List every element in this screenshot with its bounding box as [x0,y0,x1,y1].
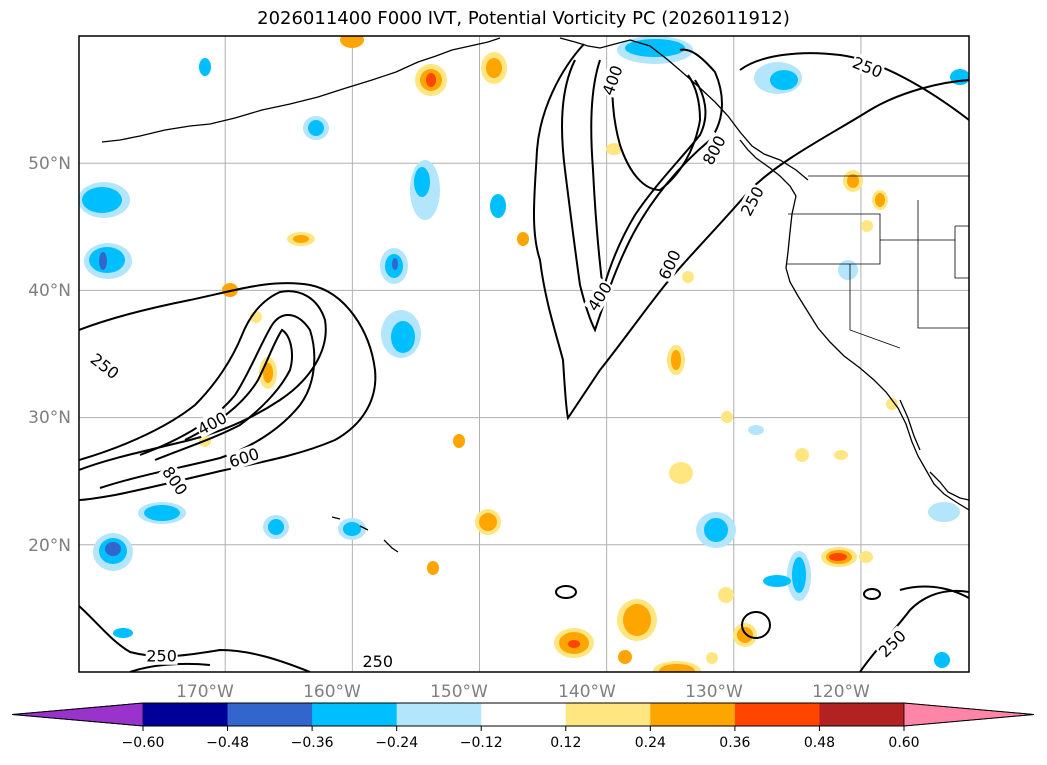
lon-axis-labels: 170°W 160°W 150°W 140°W 130°W 120°W [176,682,870,702]
ivt-contour-600-nepacific [590,59,707,291]
ivt-contour-400-central [79,290,327,471]
colorbar-tick-label: −0.24 [375,735,418,751]
ivt-contour-250-central [79,282,377,501]
ivt-contour-600-central [99,314,316,489]
colorbar-segment [396,703,482,726]
ivt-contour-250-arc [739,52,969,121]
lon-label-130w: 130°W [685,682,743,702]
ivt-contour-250-southeast [859,589,969,672]
colorbar-tick-label: −0.48 [206,735,249,751]
contour-label-bg [874,625,910,661]
contour-label-bg [361,651,394,670]
contour-label-bg [849,52,886,82]
ivt-contour-400-sw [129,662,211,672]
colorbar-extend-max [903,702,1035,727]
contour-label: 250 [146,647,177,666]
ivt-contour-800-central [154,328,293,461]
colorbar-segment [312,703,398,726]
colorbar-segment [143,703,229,726]
gridlines [79,36,969,672]
colorbar: −0.60 −0.48 −0.36 −0.24 −0.12 0.12 0.24 0.36 0.4… [11,702,1035,751]
colorbar-tick-label: −0.36 [291,735,334,751]
contour-label-bg [736,182,768,220]
contour-label-bg [145,646,178,665]
colorbar-extend-min [11,702,144,727]
contour-label-bg [158,462,192,499]
colorbar-tick-label: 0.48 [804,735,835,751]
colorbar-tick-label: 0.24 [635,735,666,751]
mexico-coast [929,471,969,501]
lon-label-150w: 150°W [430,682,488,702]
bc-coast [739,139,797,197]
contour-label-bg [598,62,626,99]
baja-coast [899,399,921,451]
contour-label-bg [225,443,262,471]
lon-label-120w: 120°W [812,682,870,702]
lon-label-160w: 160°W [303,682,361,702]
contour-label-bg [698,131,730,169]
ivt-contour-250-nepacific [532,43,969,421]
contour-label-bg [193,407,231,439]
contour-label-bg [654,246,685,283]
ivt-contour-small-loops [555,585,881,639]
lat-label-40: 40°N [28,281,71,301]
colorbar-tick-label: −0.12 [460,735,503,751]
map-panel [79,36,969,672]
lon-label-170w: 170°W [176,682,234,702]
lat-label-30: 30°N [28,408,71,428]
contour-label-bg [86,348,124,383]
contour-label: 250 [363,652,394,671]
colorbar-tick-label: −0.60 [122,735,165,751]
colorbar-tick-label: 0.60 [888,735,919,751]
ivt-contours [79,43,969,672]
map-frame [78,35,970,673]
contour-label-bg [583,277,616,315]
colorbar-segment [481,703,567,726]
colorbar-segment [227,703,313,726]
colorbar-segment [565,703,651,726]
ivt-contour-250-se2 [899,585,969,599]
lat-label-20: 20°N [28,536,71,556]
ivt-contour-800-nepacific [611,64,702,192]
lat-axis-labels: 20°N 30°N 40°N 50°N [28,154,71,556]
state-borders [786,175,969,349]
ivt-contour-250-southwest [79,605,311,672]
lat-label-50: 50°N [28,154,71,174]
lon-label-140w: 140°W [558,682,616,702]
pv-positive-areas [199,36,898,672]
colorbar-tick-label: 0.12 [550,735,581,751]
hawaii-islands [331,516,399,553]
colorbar-segment [650,703,736,726]
colorbar-segment [819,703,905,726]
colorbar-segment [734,703,820,726]
us-west-coast [785,195,969,511]
colorbar-tick-label: 0.36 [719,735,750,751]
map-title: 2026011400 F000 IVT, Potential Vorticity… [257,8,790,29]
